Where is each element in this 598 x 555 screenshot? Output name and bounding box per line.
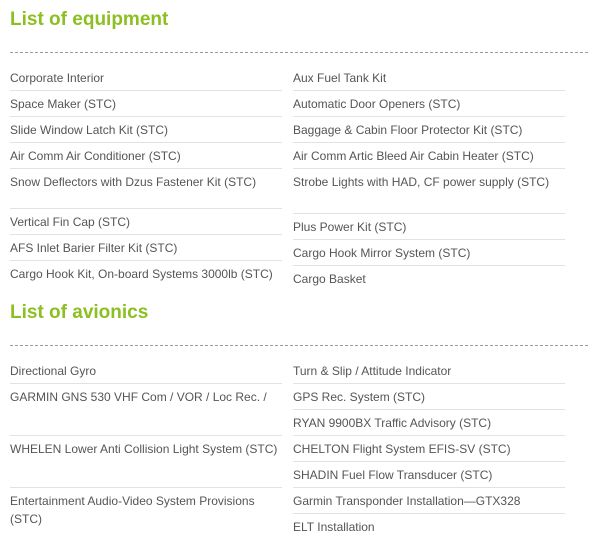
list-item: WHELEN Lower Anti Collision Light System… bbox=[10, 436, 282, 488]
avionics-title: List of avionics bbox=[10, 302, 149, 323]
list-item: Cargo Hook Kit, On-board Systems 3000lb … bbox=[10, 267, 273, 282]
equipment-divider bbox=[10, 52, 588, 53]
list-item: Automatic Door Openers (STC) bbox=[293, 91, 565, 117]
list-item: Vertical Fin Cap (STC) bbox=[10, 209, 282, 236]
list-item: Entertainment Audio-Video System Provisi… bbox=[10, 494, 255, 526]
list-item: RYAN 9900BX Traffic Advisory (STC) bbox=[293, 410, 565, 436]
equipment-title: List of equipment bbox=[10, 9, 169, 30]
list-item: ELT Installation bbox=[293, 520, 375, 534]
avionics-column-left: Directional Gyro GARMIN GNS 530 VHF Com … bbox=[10, 358, 282, 540]
list-item: Strobe Lights with HAD, CF power supply … bbox=[293, 169, 565, 214]
list-item: CHELTON Flight System EFIS-SV (STC) bbox=[293, 436, 565, 462]
list-item: GPS Rec. System (STC) bbox=[293, 384, 565, 410]
list-item: Directional Gyro bbox=[10, 358, 282, 384]
avionics-list: Directional Gyro GARMIN GNS 530 VHF Com … bbox=[10, 358, 565, 540]
list-item: Cargo Hook Mirror System (STC) bbox=[293, 240, 565, 266]
avionics-divider bbox=[10, 345, 588, 346]
list-item: GARMIN GNS 530 VHF Com / VOR / Loc Rec. … bbox=[10, 384, 282, 436]
list-item: Slide Window Latch Kit (STC) bbox=[10, 117, 282, 143]
equipment-column-right: Aux Fuel Tank Kit Automatic Door Openers… bbox=[293, 65, 565, 301]
equipment-column-left: Corporate Interior Space Maker (STC) Sli… bbox=[10, 65, 282, 301]
list-item: Corporate Interior bbox=[10, 65, 282, 91]
list-item: SHADIN Fuel Flow Transducer (STC) bbox=[293, 462, 565, 488]
list-item: Garmin Transponder Installation—GTX328 bbox=[293, 488, 565, 514]
list-item: Turn & Slip / Attitude Indicator bbox=[293, 358, 565, 384]
list-item: Air Comm Artic Bleed Air Cabin Heater (S… bbox=[293, 143, 565, 169]
list-item: Space Maker (STC) bbox=[10, 91, 282, 117]
avionics-column-right: Turn & Slip / Attitude Indicator GPS Rec… bbox=[293, 358, 565, 540]
list-item: Snow Deflectors with Dzus Fastener Kit (… bbox=[10, 169, 282, 210]
list-item: Air Comm Air Conditioner (STC) bbox=[10, 143, 282, 169]
equipment-list: Corporate Interior Space Maker (STC) Sli… bbox=[10, 65, 565, 301]
list-item: Plus Power Kit (STC) bbox=[293, 214, 565, 240]
list-item: Baggage & Cabin Floor Protector Kit (STC… bbox=[293, 117, 565, 143]
list-item: AFS Inlet Barier Filter Kit (STC) bbox=[10, 235, 282, 262]
list-item: Cargo Basket bbox=[293, 272, 366, 286]
list-item: Aux Fuel Tank Kit bbox=[293, 65, 565, 91]
